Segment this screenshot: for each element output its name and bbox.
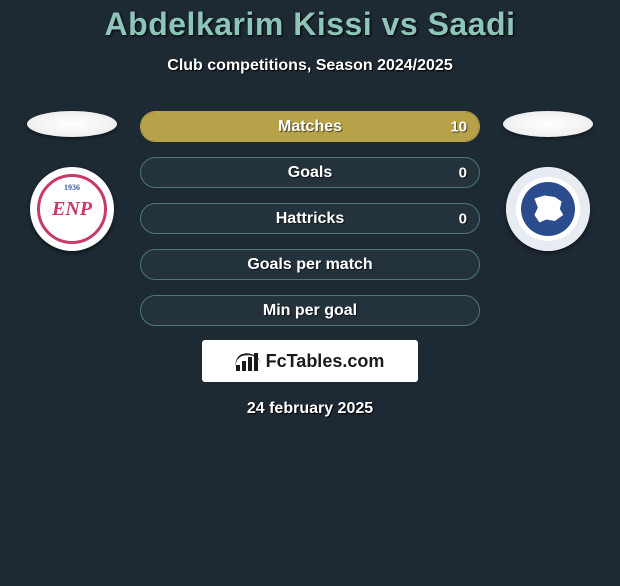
stat-value-right: 10 bbox=[450, 118, 467, 135]
left-player-column: 1936 ENP bbox=[22, 111, 122, 251]
left-club-badge: 1936 ENP bbox=[30, 167, 114, 251]
stat-label: Hattricks bbox=[276, 210, 344, 228]
left-badge-year: 1936 bbox=[64, 183, 80, 192]
right-badge-ring bbox=[506, 167, 590, 251]
date-stamp: 24 february 2025 bbox=[0, 400, 620, 418]
right-club-badge bbox=[506, 167, 590, 251]
greece-map-icon bbox=[531, 194, 565, 224]
stat-label: Goals bbox=[288, 164, 332, 182]
stat-bar: Min per goal bbox=[140, 295, 480, 326]
right-player-placeholder bbox=[503, 111, 593, 137]
page-subtitle: Club competitions, Season 2024/2025 bbox=[0, 57, 620, 75]
stat-label: Matches bbox=[278, 118, 342, 136]
bar-chart-icon bbox=[236, 351, 260, 371]
stat-bar: 10 Matches bbox=[140, 111, 480, 142]
stat-label: Min per goal bbox=[263, 302, 357, 320]
left-badge-initials: ENP bbox=[52, 198, 92, 221]
stat-bar: 0 Goals bbox=[140, 157, 480, 188]
stat-label: Goals per match bbox=[247, 256, 372, 274]
stat-value-right: 0 bbox=[459, 164, 467, 181]
right-player-column bbox=[498, 111, 598, 251]
page-title: Abdelkarim Kissi vs Saadi bbox=[0, 6, 620, 43]
left-player-placeholder bbox=[27, 111, 117, 137]
left-badge-inner: 1936 ENP bbox=[37, 174, 107, 244]
stat-bar: Goals per match bbox=[140, 249, 480, 280]
stat-value-right: 0 bbox=[459, 210, 467, 227]
stat-bar: 0 Hattricks bbox=[140, 203, 480, 234]
brand-text: FcTables.com bbox=[266, 351, 385, 372]
right-badge-inner bbox=[521, 182, 575, 236]
brand-watermark: FcTables.com bbox=[202, 340, 418, 382]
comparison-row: 1936 ENP 10 Matches 0 Goals 0 Hattricks Goals … bbox=[0, 111, 620, 326]
stat-bars: 10 Matches 0 Goals 0 Hattricks Goals per match… bbox=[140, 111, 480, 326]
